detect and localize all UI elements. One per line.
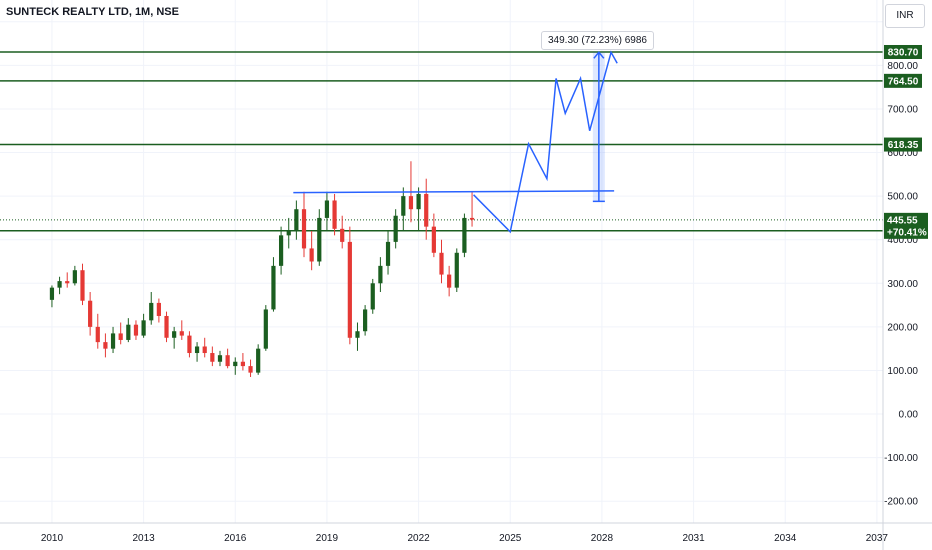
candle-body [194,346,200,354]
candle-body [49,287,55,300]
candle-body [401,196,406,216]
current-price-tag [884,212,928,239]
x-tick-label: 2010 [41,533,64,544]
candle-body [370,283,375,310]
candle-body [454,252,459,288]
resistance-trendline [293,190,615,194]
candle-body [65,281,70,284]
candle-body [88,300,93,327]
candle-body [469,217,475,220]
candle-body [340,228,345,242]
candle-body [149,302,154,321]
y-tick-label: -100.00 [884,453,918,464]
x-tick-label: 2031 [682,533,705,544]
candle-body [95,326,100,343]
y-tick-label: 300.00 [887,279,918,290]
candle-body [355,331,360,338]
x-tick-label: 2034 [774,533,797,544]
candle-body [256,348,261,373]
candle-body [385,241,391,266]
candle-body [317,217,322,262]
x-tick-label: 2019 [316,533,339,544]
candle-body [309,248,314,262]
drawing-overlay [293,50,618,234]
projection-path [473,50,618,234]
candle-body [408,196,414,210]
candle-body [133,324,139,336]
candle-body [263,309,268,349]
candle-body [462,217,467,253]
candle-body [347,241,352,338]
candlestick-series [49,161,475,377]
current-price-label: 445.55 [887,215,918,226]
candle-body [141,320,146,336]
level-price-tag [884,73,922,88]
currency-unit-button[interactable]: INR [885,4,925,28]
candle-body [179,331,184,336]
price-axis: -200.00 -100.00 0.00 100.00 200.00 300.00 400.… [882,0,928,550]
candle-body [172,331,177,338]
candle-body [439,252,444,275]
candle-body [416,193,421,210]
x-tick-label: 2016 [224,533,247,544]
candle-body [110,333,116,349]
x-tick-label: 2025 [499,533,522,544]
time-axis: 2010 2013 2016 2019 2022 2025 2028 2031 2034 2037 [0,522,932,544]
y-tick-label: 0.00 [899,410,919,421]
candle-body [301,209,307,249]
measure-arrow-head [593,51,605,59]
candle-body [332,200,337,229]
candle-body [294,209,299,231]
candle-body [210,353,215,362]
candle-body [378,265,383,284]
x-tick-label: 2028 [591,533,614,544]
level-price-label: 764.50 [888,76,919,87]
candle-body [202,346,207,354]
candle-body [80,270,85,301]
candle-body [217,355,223,362]
level-price-label: 830.70 [888,47,919,58]
candle-body [278,235,284,266]
candle-body [103,342,108,349]
x-tick-label: 2037 [866,533,889,544]
candle-body [187,335,192,354]
y-tick-label: 200.00 [887,322,918,333]
candle-body [156,302,161,316]
candle-body [393,215,398,242]
candle-body [233,361,238,367]
candle-body [72,270,77,284]
candle-body [248,366,253,373]
candle-body [57,281,62,288]
candle-body [424,193,429,227]
x-tick-label: 2022 [407,533,430,544]
candle-body [164,315,169,338]
candle-body [286,230,291,236]
level-price-label: 618.35 [888,140,919,151]
candle-body [240,361,246,367]
candle-body [324,200,330,218]
candle-body [126,324,131,340]
measure-label: 349.30 (72.23%) 6986 [541,31,654,50]
y-tick-label: -200.00 [884,497,918,508]
candle-body [225,355,230,367]
y-tick-label: 600.00 [887,148,918,159]
candle-body [118,333,123,340]
level-price-tag [884,44,922,59]
candle-body [447,274,452,288]
candle-body [271,265,276,310]
level-price-tag [884,137,922,152]
y-tick-label: 800.00 [887,61,918,72]
x-tick-label: 2013 [132,533,155,544]
candle-body [363,309,368,332]
y-tick-label: 700.00 [887,104,918,115]
y-tick-label: 500.00 [887,192,918,203]
horizontal-levels [0,51,883,232]
y-tick-label: 100.00 [887,366,918,377]
chart-title: SUNTECK REALTY LTD, 1M, NSE [6,6,179,18]
y-tick-label: 400.00 [887,235,918,246]
current-price-change: +70.41% [887,227,927,238]
candle-body [431,226,436,253]
